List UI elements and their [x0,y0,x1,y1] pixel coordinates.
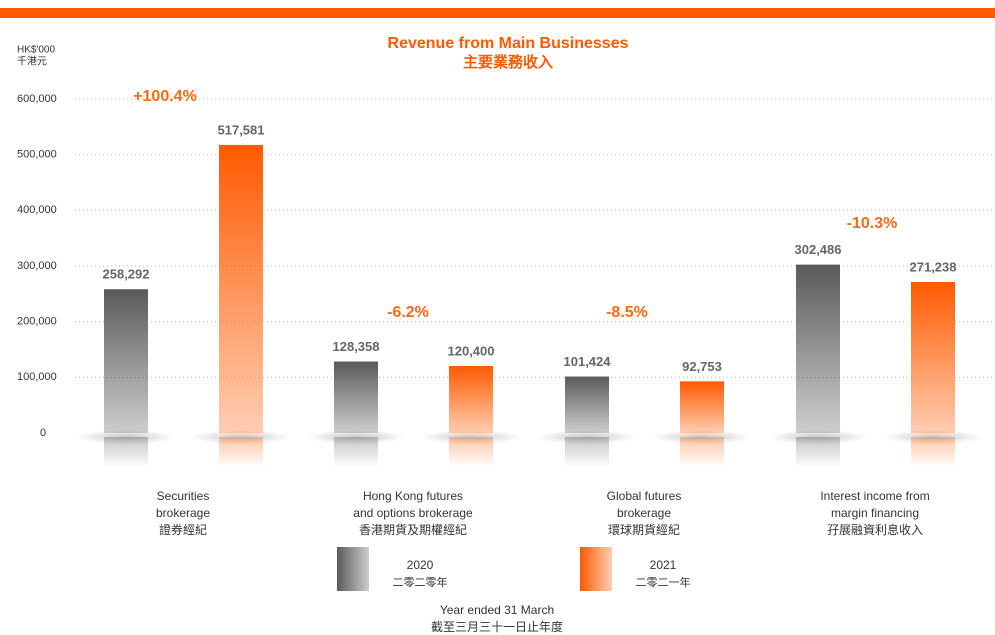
x-tick-label: 孖展融資利息收入 [827,522,923,537]
bar [104,289,148,433]
y-tick-label: 0 [40,427,46,439]
x-tick-label: Interest income from [820,489,929,503]
change-annotation: -6.2% [387,304,429,321]
legend-label-zh: 二零二一年 [636,575,691,589]
value-label: 128,358 [333,339,380,354]
x-label: Year ended 31 March [440,603,554,617]
legend-swatch [337,547,369,591]
chart-subtitle: 主要業務收入 [463,53,553,71]
value-label: 271,238 [910,259,957,274]
x-tick-label: Securities [157,489,210,503]
y-unit-zh: 千港元 [17,56,47,68]
change-annotation: -8.5% [606,304,648,321]
value-label: 92,753 [682,359,722,374]
value-label: 517,581 [218,122,265,137]
bar [334,361,378,433]
bar-reflection [680,437,724,467]
x-tick-label: brokerage [156,506,210,520]
bar-reflection [104,437,148,467]
legend-swatch [580,547,612,591]
bar-reflection [796,437,840,467]
y-tick-label: 500,000 [17,149,57,161]
value-label: 258,292 [103,267,150,282]
legend-label: 2021 [650,558,677,572]
value-label: 302,486 [795,242,842,257]
bar [796,264,840,433]
bar-reflection [334,437,378,467]
bar [911,282,955,433]
x-tick-label: and options brokerage [353,506,473,520]
bar [680,381,724,433]
x-tick-label: margin financing [831,506,919,520]
x-tick-label: Hong Kong futures [363,489,463,503]
x-tick-label: brokerage [617,506,671,520]
bar-reflection [565,437,609,467]
change-annotation: +100.4% [133,88,197,105]
chart-title: Revenue from Main Businesses [388,35,629,52]
top-band [0,8,995,18]
value-label: 101,424 [564,354,612,369]
y-tick-label: 400,000 [17,204,57,216]
y-tick-label: 100,000 [17,371,57,383]
y-tick-label: 300,000 [17,260,57,272]
x-tick-label: 環球期貨經紀 [608,522,680,537]
y-unit: HK$'000 [17,45,55,56]
bar [219,144,263,433]
legend-label: 2020 [407,558,434,572]
bar [565,376,609,433]
legend-label-zh: 二零二零年 [393,575,448,589]
bar-reflection [911,437,955,467]
x-tick-label: 證券經紀 [159,522,207,537]
y-tick-label: 600,000 [17,93,57,105]
x-tick-label: Global futures [607,489,682,503]
bar-reflection [219,437,263,467]
x-label-zh: 截至三月三十一日止年度 [431,619,563,634]
y-tick-label: 200,000 [17,316,57,328]
bar [449,365,493,433]
x-tick-label: 香港期貨及期權經紀 [359,522,467,537]
value-label: 120,400 [448,343,495,358]
change-annotation: -10.3% [847,215,898,232]
bar-reflection [449,437,493,467]
